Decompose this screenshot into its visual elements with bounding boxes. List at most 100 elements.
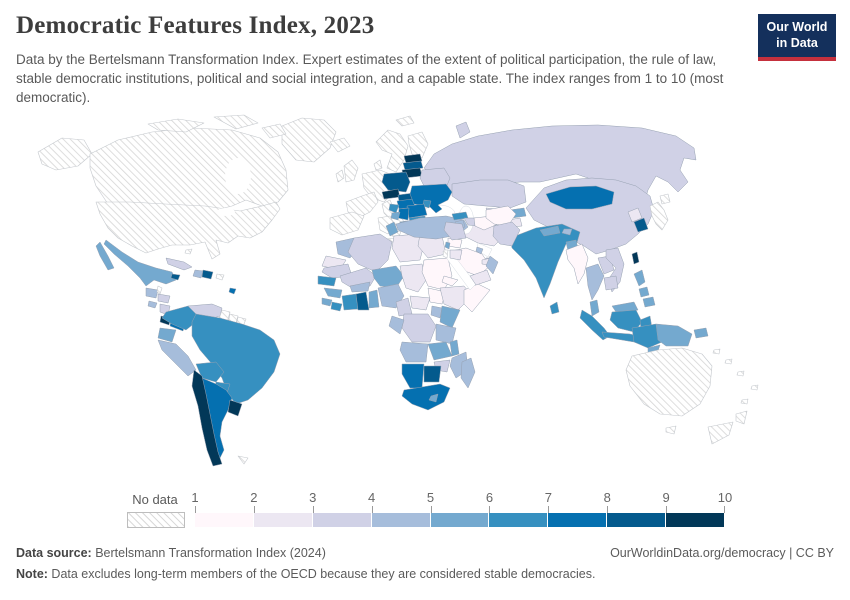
pacific-island-3[interactable]	[736, 370, 745, 377]
country-car[interactable]	[409, 295, 431, 311]
country-sierra-leone[interactable]	[321, 297, 333, 307]
country-ghana[interactable]	[355, 291, 370, 311]
pacific-island-4[interactable]	[750, 384, 759, 391]
country-south-africa[interactable]	[401, 383, 451, 411]
country-malaysia[interactable]	[589, 299, 600, 317]
country-israel[interactable]	[442, 249, 449, 259]
country-trinidad[interactable]	[228, 287, 237, 295]
country-estonia[interactable]	[403, 153, 423, 164]
country-malaysia-borneo[interactable]	[611, 301, 639, 313]
country-guatemala[interactable]	[145, 287, 159, 299]
country-namibia[interactable]	[401, 363, 425, 389]
country-latvia[interactable]	[402, 160, 424, 171]
pacific-island-1[interactable]	[712, 348, 721, 355]
country-belize[interactable]	[156, 285, 163, 295]
country-oman[interactable]	[485, 255, 499, 275]
country-jamaica[interactable]	[170, 273, 181, 281]
country-australia[interactable]	[625, 347, 713, 417]
country-uruguay[interactable]	[227, 399, 243, 417]
country-honduras[interactable]	[157, 293, 171, 304]
country-somalia[interactable]	[463, 283, 491, 313]
country-mexico[interactable]	[103, 239, 177, 287]
country-alaska[interactable]	[37, 137, 93, 171]
country-taiwan[interactable]	[631, 251, 640, 265]
pacific-island-5[interactable]	[740, 398, 749, 405]
country-ireland[interactable]	[335, 169, 345, 183]
country-brazil[interactable]	[191, 313, 281, 405]
country-pakistan[interactable]	[492, 221, 521, 247]
country-norway-sweden[interactable]	[375, 129, 409, 173]
country-usa[interactable]	[95, 201, 281, 260]
country-haiti[interactable]	[192, 269, 204, 279]
country-iraq[interactable]	[443, 221, 467, 241]
country-burkina-faso[interactable]	[349, 281, 371, 293]
country-mexico-baja[interactable]	[95, 241, 115, 271]
country-malawi[interactable]	[449, 339, 460, 357]
arctic-island-2[interactable]	[213, 114, 259, 130]
country-bosnia[interactable]	[390, 211, 401, 221]
country-kazakhstan[interactable]	[451, 179, 527, 209]
owid-logo[interactable]: Our World in Data	[758, 14, 836, 61]
country-myanmar[interactable]	[565, 243, 589, 285]
arctic-island-3[interactable]	[261, 123, 287, 139]
country-denmark[interactable]	[373, 159, 383, 171]
country-uk[interactable]	[343, 159, 359, 183]
country-senegal[interactable]	[317, 275, 337, 287]
country-lesotho[interactable]	[428, 393, 439, 403]
country-sri-lanka[interactable]	[549, 301, 560, 315]
country-canada[interactable]	[89, 127, 289, 214]
country-finland[interactable]	[407, 131, 429, 159]
country-indonesia-papua[interactable]	[631, 323, 663, 349]
country-kenya[interactable]	[439, 305, 461, 329]
country-poland[interactable]	[381, 171, 411, 193]
country-lebanon[interactable]	[444, 241, 451, 250]
country-el-salvador[interactable]	[147, 300, 158, 309]
rights-link[interactable]: OurWorldinData.org/democracy | CC BY	[610, 546, 834, 560]
country-chad[interactable]	[399, 263, 427, 293]
country-zambia[interactable]	[427, 341, 453, 361]
country-south-korea[interactable]	[633, 217, 649, 233]
country-novaya-zemlya[interactable]	[455, 121, 471, 139]
country-puerto-rico[interactable]	[215, 273, 225, 281]
country-yemen[interactable]	[469, 269, 492, 286]
country-cuba[interactable]	[165, 257, 193, 271]
country-new-zealand-north[interactable]	[735, 410, 748, 425]
country-madagascar[interactable]	[460, 357, 476, 389]
country-cambodia[interactable]	[603, 275, 619, 291]
country-cote-divoire[interactable]	[341, 293, 359, 311]
country-eritrea[interactable]	[441, 275, 459, 287]
country-peru[interactable]	[157, 339, 197, 377]
country-liberia[interactable]	[330, 301, 343, 312]
country-north-korea[interactable]	[627, 207, 643, 223]
country-philippines-mindanao[interactable]	[642, 296, 656, 308]
country-uganda[interactable]	[430, 305, 443, 319]
country-mongolia[interactable]	[545, 185, 615, 210]
legend-segment-2[interactable]	[253, 513, 313, 527]
country-svalbard[interactable]	[395, 115, 415, 127]
legend-segment-4[interactable]	[371, 513, 431, 527]
country-dr-congo[interactable]	[401, 313, 437, 343]
legend-segment-1[interactable]	[195, 513, 254, 527]
country-guinea[interactable]	[323, 287, 343, 299]
country-philippines-luzon[interactable]	[633, 269, 646, 287]
country-new-britain[interactable]	[693, 327, 709, 339]
country-sudan[interactable]	[421, 257, 453, 291]
country-tasmania[interactable]	[665, 425, 677, 435]
country-gabon-congo[interactable]	[388, 315, 405, 335]
country-nepal[interactable]	[539, 225, 561, 237]
country-chile[interactable]	[191, 369, 223, 467]
country-algeria[interactable]	[347, 233, 393, 273]
country-philippines-visayas[interactable]	[638, 286, 650, 298]
country-kuwait[interactable]	[475, 246, 484, 255]
country-bahamas[interactable]	[184, 248, 193, 255]
country-iceland[interactable]	[329, 137, 351, 153]
legend-segment-6[interactable]	[489, 513, 549, 527]
legend-segment-9[interactable]	[666, 513, 725, 527]
country-niger[interactable]	[371, 265, 405, 289]
country-ecuador[interactable]	[157, 327, 177, 343]
country-japan[interactable]	[649, 201, 669, 231]
legend-segment-3[interactable]	[312, 513, 372, 527]
country-angola[interactable]	[399, 341, 429, 363]
country-tunisia[interactable]	[385, 221, 399, 237]
arctic-island-1[interactable]	[147, 118, 205, 133]
